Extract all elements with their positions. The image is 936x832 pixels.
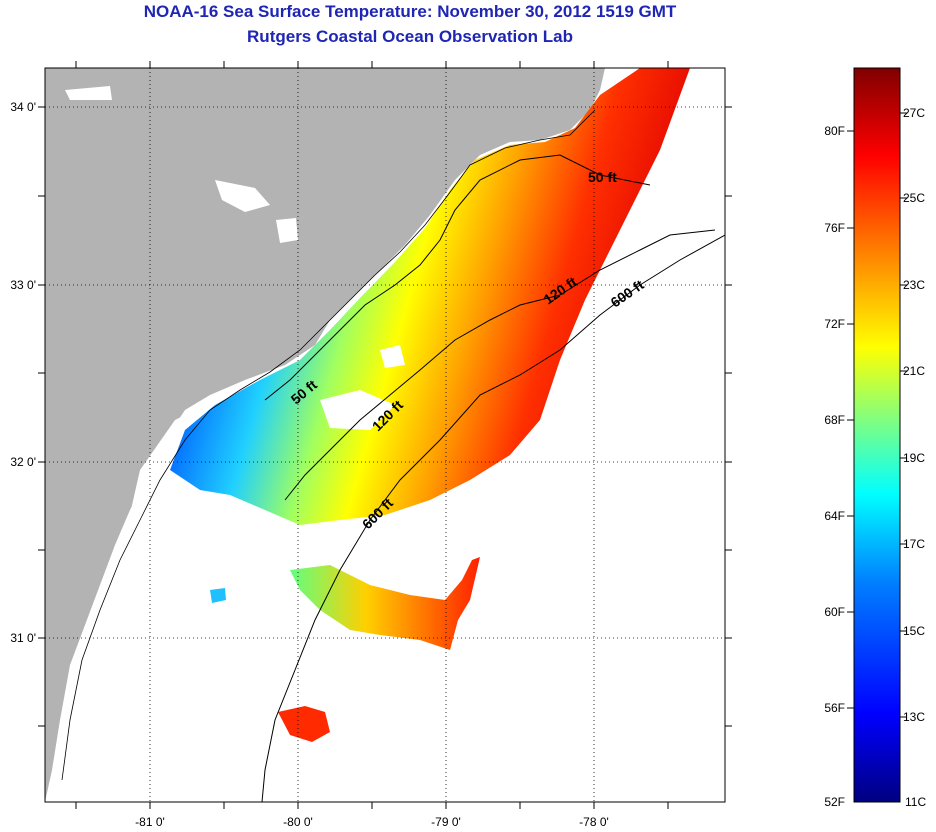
colorbar [853,67,901,803]
map-frame [44,67,726,803]
contour-50ft [264,154,651,401]
lon-label-81: -81 0' [135,815,165,829]
colorbar-c-27: 27C [903,106,925,120]
map-area: 50 ft 120 ft 600 ft 50 ft 120 ft 600 ft [45,68,725,802]
colorbar-f-64: 64F [824,509,845,523]
colorbar-f-80: 80F [824,124,845,138]
colorbar-f-52: 52F [824,795,845,809]
cloud-patch-1 [215,180,270,212]
lat-label-33: 33 0' [10,278,36,292]
land-mass [45,68,605,802]
sst-cloud-gap-1 [320,390,395,430]
colorbar-c-21: 21C [903,364,925,378]
colorbar-c-25: 25C [903,191,925,205]
sst-patch-south [290,557,480,650]
sst-patch-warm [278,706,330,742]
colorbar-c-11: 11C [905,795,926,809]
lon-label-78: -78 0' [579,815,609,829]
cloud-patch-2 [276,218,298,243]
contour-near-shore [61,109,596,781]
cloud-patch-3 [65,86,112,100]
colorbar-ticks [847,112,907,718]
colorbar-c-17: 17C [903,537,925,551]
map-ticks [38,61,732,809]
contour-120ft [284,229,716,501]
colorbar-c-15: 15C [903,624,925,638]
sst-shelf-band [170,68,690,525]
sst-patch-small [210,588,226,603]
colorbar-f-68: 68F [824,413,845,427]
colorbar-f-72: 72F [824,317,845,331]
graticule [45,68,725,802]
colorbar-c-19: 19C [903,451,925,465]
lon-label-80: -80 0' [283,815,313,829]
contour-label-50ft-north: 50 ft [588,169,617,185]
colorbar-c-23: 23C [903,278,925,292]
colorbar-f-56: 56F [824,701,845,715]
map-title: NOAA-16 Sea Surface Temperature: Novembe… [143,2,677,21]
lat-label-34: 34 0' [10,100,36,114]
lon-label-79: -79 0' [431,815,461,829]
colorbar-f-60: 60F [824,605,845,619]
colorbar-c-13: 13C [903,710,925,724]
map-subtitle: Rutgers Coastal Ocean Observation Lab [247,27,573,46]
lat-label-32: 32 0' [10,455,36,469]
colorbar-f-76: 76F [824,221,845,235]
contour-600ft [261,234,725,802]
lat-label-31: 31 0' [10,631,36,645]
sst-cloud-gap-2 [380,345,405,368]
